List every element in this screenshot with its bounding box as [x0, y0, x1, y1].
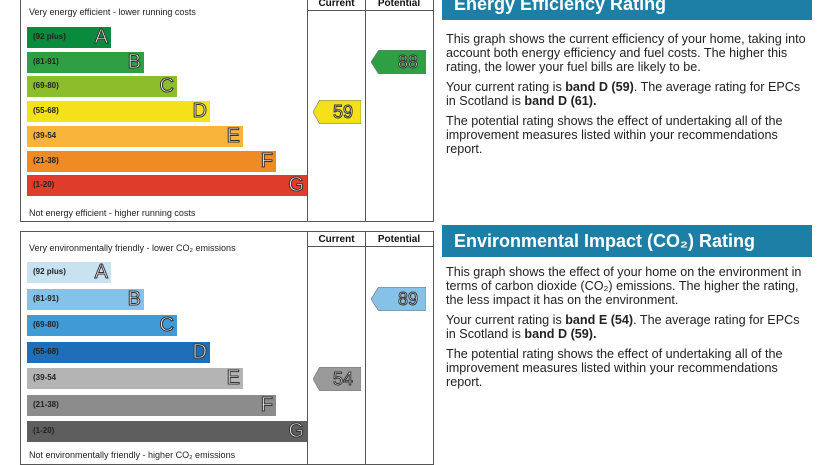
band-letter: D — [192, 100, 207, 123]
band-range-label: (39-54 — [33, 373, 57, 382]
band-range-label: (55-68) — [33, 346, 59, 356]
energy-potential-text: The potential rating shows the effect of… — [446, 114, 783, 156]
current-column-header: Current — [318, 234, 355, 245]
band-g: (1-20) G — [27, 174, 307, 197]
band-d: (55-68) D — [27, 100, 210, 123]
current-band-text: band E (54) — [565, 313, 634, 327]
band-letter: C — [159, 314, 174, 337]
env-potential-text: The potential rating shows the effect of… — [446, 347, 783, 389]
current-band-text: band D (59) — [565, 80, 634, 94]
band-a: (92 plus) A — [27, 261, 111, 284]
potential-column-header: Potential — [377, 0, 421, 9]
band-b: (81-91) B — [27, 50, 144, 73]
potential-column-header: Potential — [377, 234, 421, 245]
top-caption: Very energy efficient - lower running co… — [29, 7, 196, 17]
band-letter: D — [192, 340, 207, 363]
current-rating-arrow: 54 — [312, 366, 362, 391]
current-rating-arrow: 59 — [312, 99, 362, 125]
rating-text-middle: . The average rating for EPCs in Scotlan… — [446, 313, 800, 341]
band-range-label: (21-38) — [33, 155, 59, 165]
band-letter: G — [288, 174, 305, 197]
energy-description: This graph shows the current efficiency … — [446, 32, 806, 74]
band-d: (55-68) D — [27, 340, 210, 363]
current-rating-value: 54 — [332, 368, 353, 389]
average-band-text: band D (59). — [524, 327, 597, 341]
energy-current-rating-text: Your current rating is band D (59). The … — [446, 80, 808, 108]
energy-efficiency-title: Energy Efficiency Rating — [442, 0, 812, 20]
band-e: (39-54 E — [27, 124, 243, 147]
band-letter: A — [94, 261, 108, 284]
environmental-impact-chart: Current Potential Very environmentally f… — [20, 231, 434, 465]
band-range-label: (69-80) — [33, 320, 59, 329]
rating-text-prefix: Your current rating is — [446, 313, 566, 327]
band-g: (1-20) G — [27, 420, 307, 443]
current-column-header: Current — [318, 0, 355, 9]
rating-text-prefix: Your current rating is — [446, 80, 566, 94]
band-letter: C — [159, 75, 174, 98]
band-e: (39-54 E — [27, 367, 243, 390]
environmental-impact-panel: Environmental Impact (CO₂) Rating This g… — [442, 225, 812, 389]
band-f: (21-38) F — [27, 149, 276, 172]
column-divider — [307, 0, 308, 221]
header-divider — [307, 10, 433, 11]
rating-text-middle: . The average rating for EPCs in Scotlan… — [446, 80, 801, 108]
column-divider — [365, 232, 366, 464]
energy-efficiency-chart: Current Potential Very energy efficient … — [20, 0, 434, 222]
band-letter: E — [226, 124, 240, 147]
band-range-label: (55-68) — [33, 106, 59, 116]
band-f: (21-38) F — [27, 393, 276, 416]
band-range-label: (81-91) — [33, 293, 59, 303]
potential-rating-value: 88 — [397, 52, 418, 73]
band-range-label: (39-54 — [33, 130, 57, 140]
band-letter: G — [288, 420, 305, 443]
env-current-rating-text: Your current rating is band E (54). The … — [446, 313, 808, 341]
average-band-text: band D (61). — [524, 94, 597, 108]
bottom-caption: Not environmentally friendly - higher CO… — [29, 450, 236, 460]
header-divider — [307, 246, 433, 247]
column-divider — [307, 232, 308, 464]
potential-rating-arrow: 88 — [370, 49, 427, 75]
band-letter: B — [127, 287, 141, 310]
band-letter: A — [94, 26, 108, 49]
potential-rating-arrow: 89 — [370, 286, 427, 312]
top-caption: Very environmentally friendly - lower CO… — [29, 243, 236, 253]
band-range-label: (81-91) — [33, 56, 59, 66]
potential-rating-value: 89 — [397, 289, 418, 310]
band-letter: E — [226, 367, 240, 390]
band-range-label: (21-38) — [33, 399, 59, 409]
band-c: (69-80) C — [27, 314, 177, 337]
band-a: (92 plus) A — [27, 26, 111, 49]
band-range-label: (92 plus) — [33, 32, 66, 41]
band-c: (69-80) C — [27, 75, 177, 98]
bottom-caption: Not energy efficient - higher running co… — [29, 208, 196, 218]
column-divider — [365, 0, 366, 221]
current-rating-value: 59 — [332, 101, 353, 122]
band-letter: F — [260, 393, 273, 416]
environmental-impact-title: Environmental Impact (CO₂) Rating — [442, 225, 812, 257]
band-letter: B — [127, 50, 141, 73]
band-range-label: (1-20) — [33, 426, 55, 435]
band-b: (81-91) B — [27, 287, 144, 310]
band-letter: F — [260, 149, 273, 172]
env-description: This graph shows the effect of your home… — [446, 265, 802, 307]
energy-efficiency-panel: Energy Efficiency Rating This graph show… — [442, 0, 812, 156]
band-range-label: (69-80) — [33, 81, 59, 91]
band-range-label: (1-20) — [33, 180, 55, 190]
band-range-label: (92 plus) — [33, 267, 66, 276]
